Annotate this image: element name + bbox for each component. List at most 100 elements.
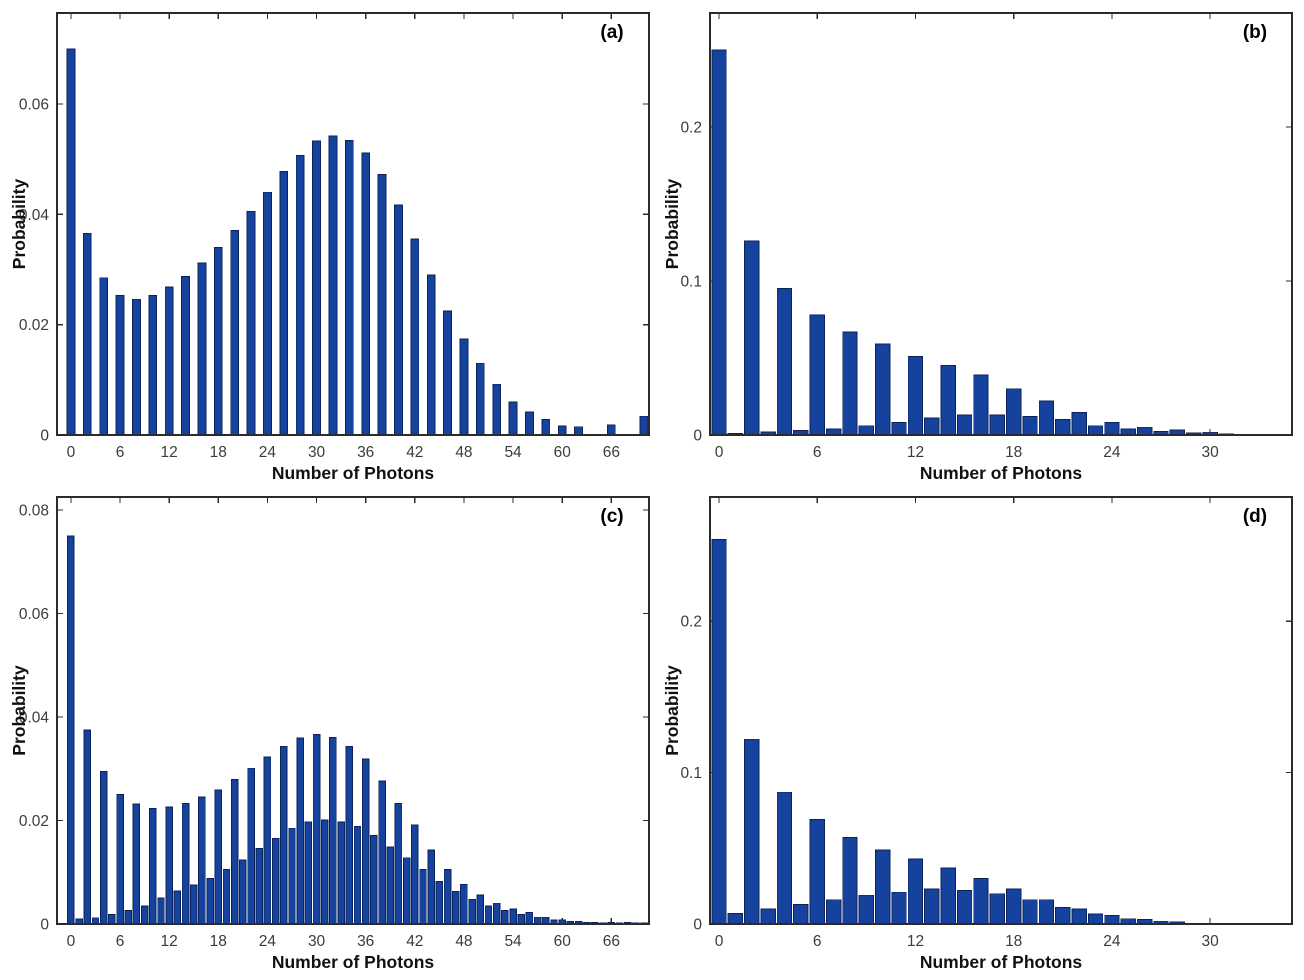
chart-canvas-b: 0 6 12 18 24 30 0 0.1 0.2 Number of Photons Probab… <box>662 12 1293 483</box>
bar-n21 <box>1055 906 1071 925</box>
x-tick-label: 24 <box>259 933 277 950</box>
bar-n30 <box>312 734 321 925</box>
bar-n58 <box>542 916 550 925</box>
bar-n58 <box>541 419 551 436</box>
tick-marks <box>710 497 1292 925</box>
bar-n42 <box>410 238 420 436</box>
bar-n2 <box>83 729 92 925</box>
bar-n29 <box>304 821 313 925</box>
panel-b: 0 6 12 18 24 30 0 0.1 0.2 Number of Photons Probab… <box>652 0 1304 490</box>
x-tick-label: 60 <box>554 444 572 461</box>
bar-n55 <box>517 914 525 925</box>
x-tick-label: 48 <box>455 933 472 950</box>
x-tick-label: 0 <box>715 444 724 461</box>
bar-n6 <box>809 819 825 925</box>
x-tick-label: 42 <box>406 444 423 461</box>
x-tick-labels: 0 6 12 18 24 30 <box>715 444 1219 461</box>
x-tick-label: 24 <box>1103 933 1121 950</box>
bar-n54 <box>509 908 517 925</box>
bar-n22 <box>247 767 255 925</box>
bar-n8 <box>132 803 141 925</box>
y-tick-label: 0.02 <box>19 317 49 334</box>
x-tick-label: 24 <box>1103 444 1121 461</box>
bar-n13 <box>924 888 940 925</box>
bar-n22 <box>246 211 256 436</box>
x-tick-label: 6 <box>813 933 822 950</box>
x-tick-label: 12 <box>161 933 178 950</box>
x-tick-label: 30 <box>1202 444 1220 461</box>
x-tick-labels: 0 6 12 18 24 30 36 42 48 54 60 66 <box>67 444 620 461</box>
x-tick-label: 6 <box>116 444 125 461</box>
x-tick-label: 6 <box>116 933 125 950</box>
bar-n3 <box>91 917 100 925</box>
x-tick-labels: 0 6 12 18 24 30 <box>715 933 1219 950</box>
y-axis-label: Probability <box>9 665 29 756</box>
plot-border <box>56 496 650 925</box>
bar-n2 <box>82 233 92 436</box>
bar-n4 <box>776 288 793 436</box>
bar-n18 <box>1006 388 1022 436</box>
y-tick-label: 0.04 <box>19 709 50 726</box>
bar-n23 <box>1087 425 1104 436</box>
bar-n6 <box>809 314 825 436</box>
plot-border <box>709 496 1293 925</box>
bar-n7 <box>124 910 132 925</box>
bar-n24 <box>263 756 272 925</box>
bar-n11 <box>157 897 165 925</box>
bar-n45 <box>435 881 444 925</box>
x-axis-label: Number of Photons <box>272 463 435 483</box>
bar-n66 <box>606 424 616 436</box>
bar-n31 <box>321 819 329 925</box>
bar-n38 <box>378 780 386 925</box>
bar-n60 <box>557 425 567 436</box>
bar-n40 <box>394 204 403 436</box>
bar-n8 <box>842 331 858 436</box>
bar-n14 <box>940 867 956 925</box>
x-tick-label: 18 <box>1005 444 1022 461</box>
bar-n48 <box>460 884 468 925</box>
bar-n18 <box>214 789 223 925</box>
bar-n37 <box>370 835 378 925</box>
bar-n24 <box>1104 422 1120 436</box>
y-tick-label: 0.1 <box>680 765 702 782</box>
bar-n28 <box>295 154 305 436</box>
x-tick-label: 54 <box>504 444 522 461</box>
bar-n27 <box>288 827 296 925</box>
bar-n19 <box>222 869 231 925</box>
bar-n13 <box>173 890 182 925</box>
bar-n44 <box>427 849 435 925</box>
bar-n36 <box>361 758 370 925</box>
x-axis-label: Number of Photons <box>272 952 435 972</box>
x-tick-label: 66 <box>603 444 620 461</box>
y-tick-label: 0 <box>693 917 702 934</box>
bar-n5 <box>108 914 116 925</box>
bar-n41 <box>402 857 411 925</box>
bar-n10 <box>875 343 891 436</box>
y-tick-labels: 0 0.1 0.2 <box>680 119 702 444</box>
x-tick-label: 30 <box>1202 933 1220 950</box>
x-tick-label: 42 <box>406 933 423 950</box>
bar-n10 <box>148 294 158 436</box>
bar-n62 <box>574 426 583 436</box>
bar-n21 <box>1055 419 1071 436</box>
y-tick-labels: 0 0.02 0.04 0.06 0.08 <box>19 502 50 933</box>
bar-series <box>711 49 1284 436</box>
x-tick-label: 60 <box>554 933 572 950</box>
bar-n8 <box>132 298 141 436</box>
bar-n6 <box>116 794 124 925</box>
x-tick-label: 18 <box>210 444 227 461</box>
bar-n15 <box>956 414 973 436</box>
bar-n11 <box>891 891 907 925</box>
x-tick-label: 66 <box>603 933 620 950</box>
bar-n48 <box>459 338 469 436</box>
bar-n1 <box>727 912 744 925</box>
panel-a: 0 6 12 18 24 30 36 42 48 54 60 66 0 0.02 0.04 0.06 Numbe… <box>0 0 652 490</box>
bar-n4 <box>99 277 109 436</box>
bar-n0 <box>711 49 727 436</box>
bar-n4 <box>776 791 793 925</box>
bar-n46 <box>443 310 452 436</box>
x-tick-label: 0 <box>67 444 76 461</box>
bar-n49 <box>468 899 476 925</box>
y-tick-labels: 0 0.02 0.04 0.06 <box>19 97 50 445</box>
bar-n12 <box>165 806 173 925</box>
